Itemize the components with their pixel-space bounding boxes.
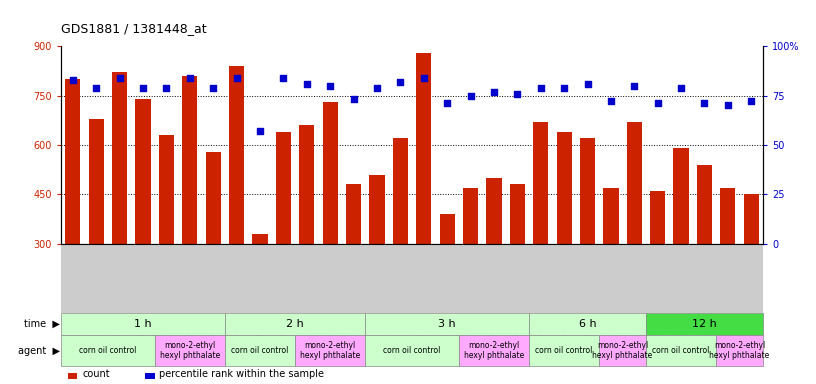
Bar xyxy=(529,335,599,366)
Text: GDS1881 / 1381448_at: GDS1881 / 1381448_at xyxy=(61,22,206,35)
Bar xyxy=(295,335,366,366)
Point xyxy=(675,84,688,91)
Bar xyxy=(440,214,455,244)
Bar xyxy=(743,194,759,244)
Text: corn oil control: corn oil control xyxy=(653,346,710,355)
Bar xyxy=(392,138,408,244)
Bar xyxy=(112,73,127,244)
Point xyxy=(230,74,243,81)
Bar xyxy=(627,122,642,244)
Text: corn oil control: corn oil control xyxy=(79,346,136,355)
Bar xyxy=(646,313,763,335)
Point xyxy=(394,79,407,85)
Text: corn oil control: corn oil control xyxy=(384,346,441,355)
Point xyxy=(581,81,594,87)
Point xyxy=(628,83,641,89)
Point xyxy=(441,100,454,106)
Bar xyxy=(580,138,595,244)
Point xyxy=(160,84,173,91)
Point xyxy=(605,98,618,104)
Bar xyxy=(61,313,225,335)
Bar xyxy=(366,313,529,335)
Text: 3 h: 3 h xyxy=(438,319,456,329)
Bar xyxy=(721,188,735,244)
Point xyxy=(417,74,430,81)
Point xyxy=(90,84,103,91)
Bar xyxy=(486,178,502,244)
Text: 6 h: 6 h xyxy=(579,319,596,329)
Bar xyxy=(697,165,712,244)
Bar xyxy=(673,148,689,244)
Point xyxy=(511,91,524,97)
Text: 2 h: 2 h xyxy=(286,319,304,329)
Bar xyxy=(135,99,151,244)
Point xyxy=(347,96,360,103)
Text: percentile rank within the sample: percentile rank within the sample xyxy=(159,369,325,379)
Bar xyxy=(145,372,154,379)
Point xyxy=(370,84,384,91)
Bar xyxy=(276,132,291,244)
Bar xyxy=(229,66,244,244)
Text: mono-2-ethyl
hexyl phthalate: mono-2-ethyl hexyl phthalate xyxy=(160,341,220,360)
Point xyxy=(277,74,290,81)
Bar xyxy=(206,152,221,244)
Point xyxy=(254,128,267,134)
Text: time  ▶: time ▶ xyxy=(24,319,60,329)
Bar xyxy=(603,188,619,244)
Point xyxy=(184,74,197,81)
Text: mono-2-ethyl
hexyl phthalate: mono-2-ethyl hexyl phthalate xyxy=(709,341,769,360)
Bar xyxy=(716,335,763,366)
Bar xyxy=(299,125,314,244)
Bar xyxy=(225,335,295,366)
Bar xyxy=(65,79,81,244)
Point xyxy=(66,77,79,83)
Bar xyxy=(366,335,459,366)
Text: agent  ▶: agent ▶ xyxy=(18,346,60,356)
Bar xyxy=(557,132,572,244)
Text: 1 h: 1 h xyxy=(135,319,152,329)
Text: corn oil control: corn oil control xyxy=(232,346,289,355)
Bar xyxy=(463,188,478,244)
Bar xyxy=(510,184,525,244)
Text: mono-2-ethyl
hexyl phthalate: mono-2-ethyl hexyl phthalate xyxy=(300,341,361,360)
Point xyxy=(113,74,126,81)
Bar xyxy=(322,102,338,244)
Point xyxy=(136,84,149,91)
Bar xyxy=(370,175,384,244)
Point xyxy=(300,81,313,87)
Point xyxy=(557,84,570,91)
Text: 12 h: 12 h xyxy=(692,319,716,329)
Point xyxy=(534,84,548,91)
Bar xyxy=(529,313,646,335)
Bar xyxy=(599,335,646,366)
Bar xyxy=(533,122,548,244)
Text: mono-2-ethyl
hexyl phthalate: mono-2-ethyl hexyl phthalate xyxy=(592,341,653,360)
Point xyxy=(324,83,337,89)
Text: corn oil control: corn oil control xyxy=(535,346,592,355)
Text: count: count xyxy=(82,369,110,379)
Bar xyxy=(61,335,155,366)
Point xyxy=(721,102,734,108)
Point xyxy=(464,93,477,99)
Point xyxy=(745,98,758,104)
Bar xyxy=(89,119,104,244)
Text: mono-2-ethyl
hexyl phthalate: mono-2-ethyl hexyl phthalate xyxy=(463,341,524,360)
Bar xyxy=(416,53,432,244)
Bar xyxy=(650,191,665,244)
Bar xyxy=(346,184,361,244)
Bar xyxy=(225,313,366,335)
Bar xyxy=(252,234,268,244)
Bar xyxy=(155,335,225,366)
Point xyxy=(698,100,711,106)
Bar xyxy=(69,372,78,379)
Bar xyxy=(159,135,174,244)
Point xyxy=(487,88,500,94)
Point xyxy=(206,84,220,91)
Bar xyxy=(182,76,197,244)
Bar xyxy=(646,335,716,366)
Bar xyxy=(459,335,529,366)
Point xyxy=(651,100,664,106)
